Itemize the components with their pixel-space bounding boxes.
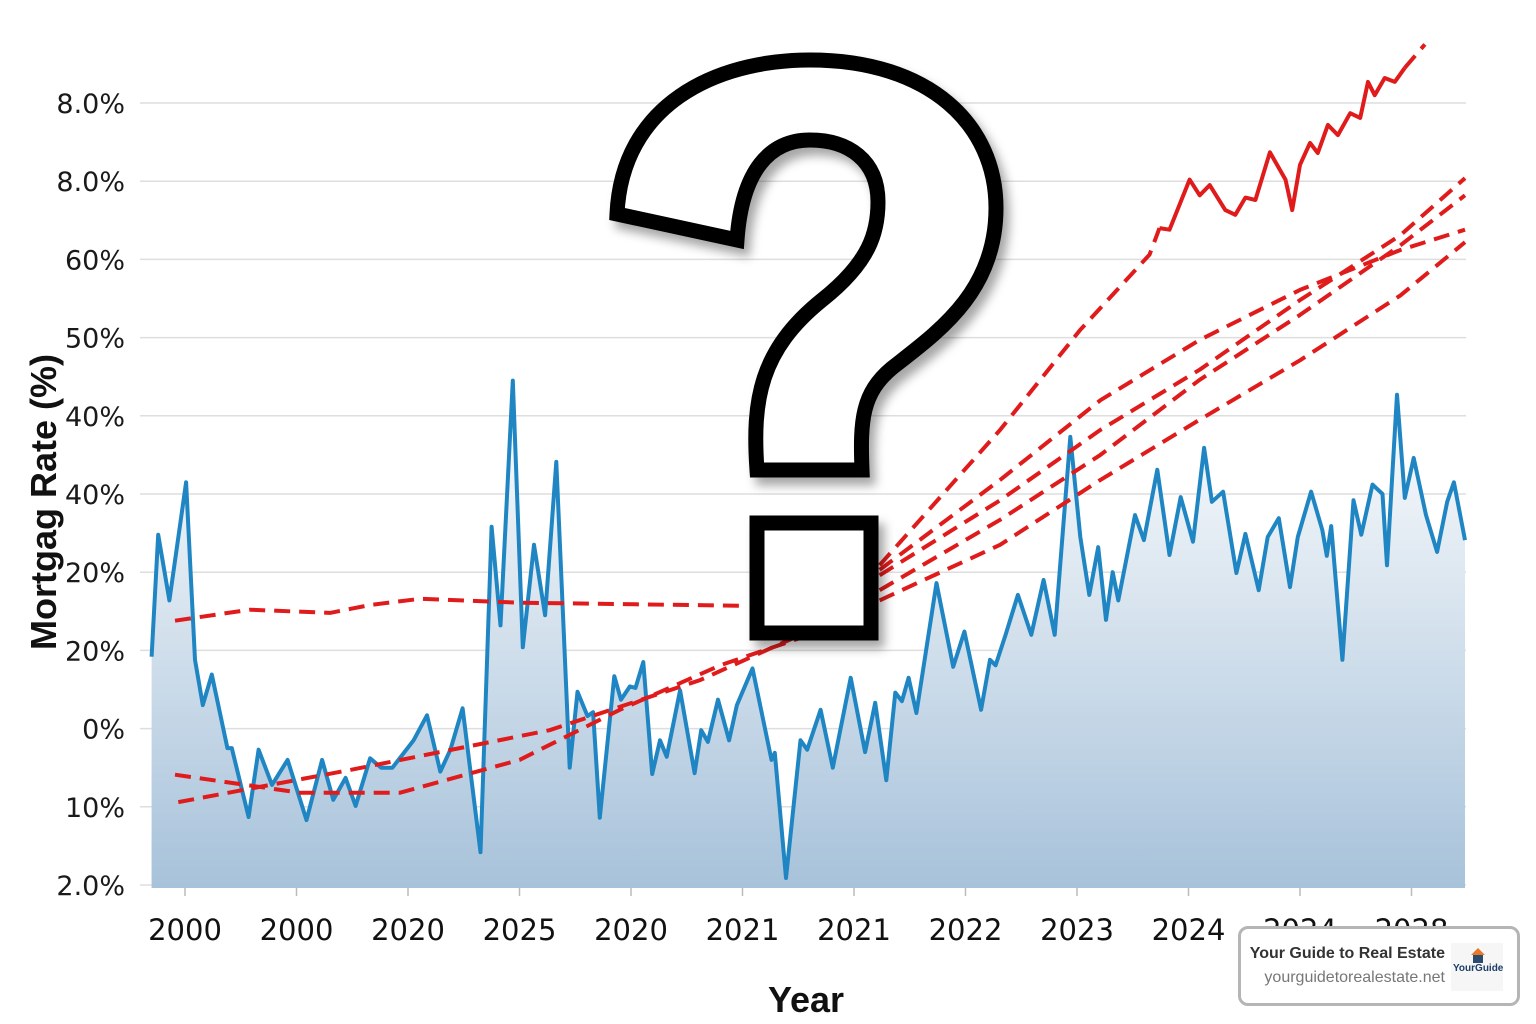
- x-tick-label: 2020: [594, 913, 668, 947]
- series-layer: [149, 43, 1467, 888]
- forecast-solid-line: [1159, 66, 1407, 232]
- y-tick-label: 40%: [65, 480, 125, 511]
- x-tick-label: 2024: [1152, 913, 1226, 947]
- forecast-dashed-line: [174, 636, 802, 795]
- y-tick-label: 2.0%: [56, 871, 125, 902]
- rate-history-line: [149, 378, 1467, 880]
- watermark-logo: YourGuide: [1451, 943, 1503, 991]
- x-tick-label: 2000: [260, 913, 334, 947]
- forecast-dashed-line: [878, 227, 1162, 567]
- forecast-dashed-line: [878, 176, 1467, 577]
- forecast-dashed-line: [1403, 43, 1427, 70]
- x-tick-label: 2021: [817, 913, 891, 947]
- y-tick-label: 50%: [65, 324, 125, 355]
- y-axis-title: Mortgag Rate (%): [23, 354, 64, 650]
- house-icon: [1471, 948, 1485, 963]
- x-tick-label: 2023: [1040, 913, 1114, 947]
- forecast-dashed-line: [878, 227, 1466, 572]
- x-tick-label: 2020: [371, 913, 445, 947]
- x-axis-title: Year: [768, 979, 844, 1020]
- watermark-url: yourguidetorealestate.net: [1264, 969, 1445, 986]
- forecast-dashed-line: [878, 240, 1467, 603]
- y-axis-ticks: 2.0% 10% 0% 20% 20% 40% 40% 50% 60% 8.0% 8.0%: [56, 89, 125, 902]
- y-tick-label: 8.0%: [56, 89, 125, 120]
- forecast-dashed-line: [174, 596, 745, 623]
- forecast-dashed-line: [177, 632, 802, 805]
- y-tick-label: 40%: [65, 402, 125, 433]
- question-mark-icon: [609, 52, 1004, 641]
- y-tick-label: 20%: [65, 636, 125, 667]
- y-tick-label: 0%: [82, 715, 125, 746]
- x-tick-label: 2021: [706, 913, 780, 947]
- y-tick-label: 10%: [65, 793, 125, 824]
- watermark-badge: Your Guide to Real Estate yourguidetorea…: [1238, 926, 1520, 1006]
- watermark-logo-text: YourGuide: [1453, 963, 1504, 974]
- y-tick-label: 8.0%: [56, 167, 125, 198]
- x-tick-label: 2025: [483, 913, 557, 947]
- y-tick-label: 20%: [65, 558, 125, 589]
- x-tick-label: 2000: [148, 913, 222, 947]
- x-tick-label: 2022: [929, 913, 1003, 947]
- watermark-title: Your Guide to Real Estate: [1249, 945, 1445, 962]
- area-fill: [151, 380, 1466, 888]
- y-tick-label: 60%: [65, 245, 125, 276]
- forecast-dashed-line: [878, 193, 1467, 592]
